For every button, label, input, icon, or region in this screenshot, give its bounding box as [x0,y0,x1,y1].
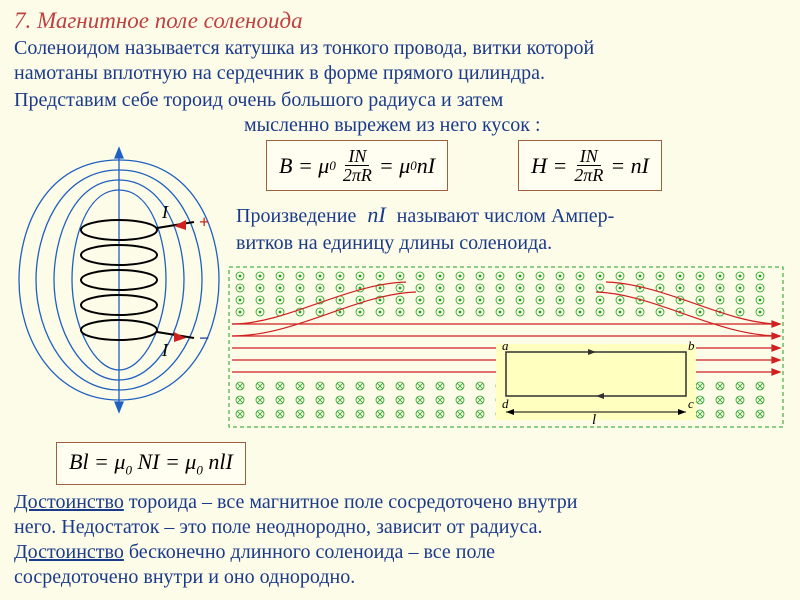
svg-text:+: + [199,212,209,232]
bottom-text: Достоинство тороида – все магнитное поле… [14,490,786,590]
intro-text-2: Представим себе тороид очень большого ра… [14,88,786,138]
svg-text:c: c [688,396,694,411]
svg-text:b: b [688,338,695,353]
svg-text:I: I [161,202,169,222]
page-title: 7. Магнитное поле соленоида [14,8,786,34]
intro-text: Соленоидом называется катушка из тонкого… [14,36,786,86]
text-column: B = μ0 IN2πR = μ0nI H = IN2πR = nI Произ… [236,140,786,439]
formula-H: H = IN2πR = nI [518,140,662,191]
svg-text:I: I [161,340,169,360]
svg-text:−: − [199,328,209,348]
product-text: Произведение nI называют числом Ампер- в… [236,201,786,256]
formula-Bl: Bl = μ0 NI = μ0 nlI [56,442,246,485]
svg-text:l: l [592,412,596,428]
formula-B: B = μ0 IN2πR = μ0nI [266,140,448,191]
svg-text:a: a [502,338,509,353]
formula-row: B = μ0 IN2πR = μ0nI H = IN2πR = nI [266,140,786,191]
svg-text:d: d [502,396,509,411]
content-row: + − I I B = μ0 IN2πR = μ0nI H = IN2πR = … [14,140,786,439]
solenoid-diagram: + − I I [14,140,224,439]
field-diagram: a b c d l [226,264,786,439]
